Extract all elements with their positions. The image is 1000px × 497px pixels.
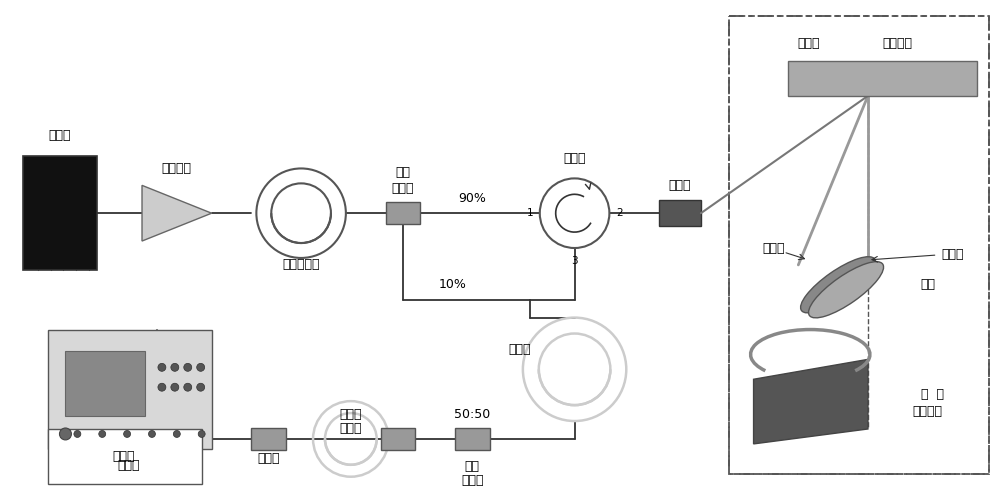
- Text: 透镜: 透镜: [920, 278, 935, 291]
- Text: 90%: 90%: [458, 192, 486, 205]
- Circle shape: [124, 430, 131, 437]
- Bar: [48, 330, 212, 449]
- Circle shape: [171, 363, 179, 371]
- Polygon shape: [754, 359, 868, 444]
- Circle shape: [197, 383, 205, 391]
- Circle shape: [59, 428, 71, 440]
- Bar: [455, 428, 490, 450]
- Text: 3: 3: [571, 256, 578, 266]
- Text: 2: 2: [616, 208, 623, 218]
- Circle shape: [148, 430, 155, 437]
- Text: 衍射光栅: 衍射光栅: [883, 37, 913, 50]
- Text: 非线性光纤: 非线性光纤: [282, 258, 320, 271]
- Bar: [381, 428, 415, 450]
- Bar: [23, 156, 97, 270]
- Bar: [788, 61, 977, 96]
- Text: 光信号: 光信号: [762, 242, 785, 254]
- Circle shape: [197, 363, 205, 371]
- Circle shape: [158, 383, 166, 391]
- Circle shape: [184, 363, 192, 371]
- Text: 10%: 10%: [438, 278, 466, 291]
- Circle shape: [173, 430, 180, 437]
- Text: 环形器: 环形器: [563, 152, 586, 165]
- Text: 耦合器: 耦合器: [461, 474, 483, 487]
- Text: 50:50: 50:50: [454, 408, 490, 420]
- Text: 线扫描: 线扫描: [797, 37, 820, 50]
- Text: 光信号: 光信号: [941, 248, 964, 261]
- Bar: [729, 16, 989, 474]
- Bar: [386, 202, 420, 224]
- Text: 示波器: 示波器: [118, 459, 140, 472]
- Bar: [48, 429, 202, 484]
- Circle shape: [171, 383, 179, 391]
- Text: 耦合器: 耦合器: [391, 182, 414, 195]
- Bar: [65, 351, 145, 416]
- Text: 延迟线: 延迟线: [509, 343, 531, 356]
- Text: 激光器: 激光器: [48, 129, 71, 142]
- Text: 光学元件: 光学元件: [913, 405, 943, 417]
- Text: 第一: 第一: [395, 166, 410, 179]
- Text: 计算机: 计算机: [113, 450, 135, 463]
- Bar: [729, 16, 989, 474]
- Bar: [251, 428, 286, 450]
- Polygon shape: [142, 185, 212, 241]
- Ellipse shape: [801, 257, 876, 313]
- Circle shape: [540, 178, 609, 248]
- Text: 第二: 第二: [465, 460, 480, 473]
- Text: 准直器: 准直器: [669, 179, 691, 192]
- Bar: [659, 200, 701, 226]
- Circle shape: [74, 430, 81, 437]
- Text: 色散补: 色散补: [340, 408, 362, 420]
- Circle shape: [99, 430, 106, 437]
- Text: 1: 1: [527, 208, 533, 218]
- Circle shape: [158, 363, 166, 371]
- Text: 探测器: 探测器: [257, 452, 280, 465]
- Ellipse shape: [809, 262, 884, 318]
- Text: 光放大器: 光放大器: [162, 162, 192, 175]
- Text: 待  测: 待 测: [921, 388, 944, 401]
- Circle shape: [198, 430, 205, 437]
- Circle shape: [184, 383, 192, 391]
- Text: 偿光纤: 偿光纤: [340, 422, 362, 435]
